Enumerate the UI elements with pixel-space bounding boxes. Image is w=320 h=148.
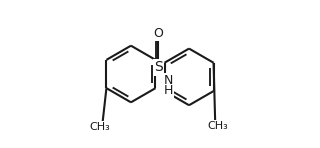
Text: H: H: [164, 84, 173, 97]
Text: O: O: [153, 27, 163, 40]
Text: CH₃: CH₃: [207, 121, 228, 131]
Text: S: S: [154, 61, 163, 74]
Text: N: N: [164, 74, 173, 87]
Text: CH₃: CH₃: [89, 122, 110, 132]
